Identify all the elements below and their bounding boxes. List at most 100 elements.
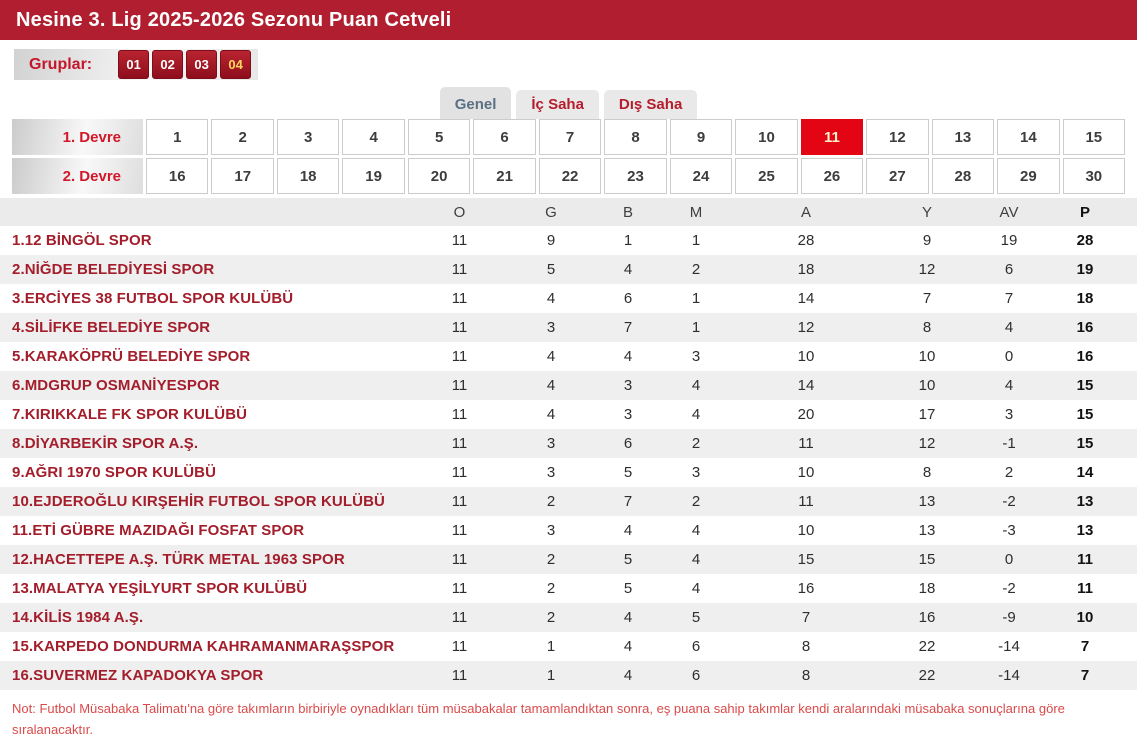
footnote: Not: Futbol Müsabaka Talimatı'na göre ta… [12,701,1065,737]
stat-g: 3 [546,319,556,336]
team-name: 9.AĞRI 1970 SPOR KULÜBÜ [12,464,217,481]
table-row: 13.MALATYA YEŞİLYURT SPOR KULÜBÜ 11 2 5 4 16 1… [0,574,1137,603]
week-18-cell[interactable]: 18 [276,158,340,194]
week-21-cell[interactable]: 21 [473,158,536,194]
stat-y: 12 [918,435,936,452]
stat-av: 7 [1004,290,1014,307]
stat-o: 11 [451,261,468,278]
week-20-cell[interactable]: 20 [407,158,471,194]
week-23-cell[interactable]: 23 [604,158,667,194]
week-13-cell[interactable]: 13 [931,119,995,155]
stat-o: 11 [451,667,468,684]
stat-m: 1 [691,319,701,336]
week-22-cell[interactable]: 22 [538,158,602,194]
week-27-cell[interactable]: 27 [866,158,929,194]
table-row: 7.KIRIKKALE FK SPOR KULÜBÜ 11 4 3 4 20 17 3 15 [0,400,1137,429]
stat-o: 11 [451,551,468,568]
stat-b: 4 [623,348,633,365]
stat-a: 11 [798,435,814,452]
stat-p: 7 [1080,667,1090,684]
week-26-cell[interactable]: 26 [800,158,864,194]
table-row: 14.KİLİS 1984 A.Ş. 11 2 4 5 7 16 -9 10 [0,603,1137,632]
week-7-cell[interactable]: 7 [538,119,602,155]
table-row: 6.MDGRUP OSMANİYESPOR 11 4 3 4 14 10 4 15 [0,371,1137,400]
team-name: 14.KİLİS 1984 A.Ş. [12,609,144,626]
stat-av: -1 [1002,435,1016,452]
stat-g: 3 [546,435,556,452]
stat-m: 6 [691,667,701,684]
tab-genel[interactable]: Genel [439,87,512,119]
table-row: 12.HACETTEPE A.Ş. TÜRK METAL 1963 SPOR 11… [0,545,1137,574]
stat-o: 11 [451,522,468,539]
stat-a: 14 [797,290,815,307]
week-6-cell[interactable]: 6 [473,119,536,155]
stat-o: 11 [451,406,468,423]
table-row: 10.EJDEROĞLU KIRŞEHİR FUTBOL SPOR KULÜBÜ… [0,487,1137,516]
stat-y: 8 [922,464,932,481]
stat-m: 2 [691,435,701,452]
week-19-cell[interactable]: 19 [342,158,405,194]
stat-y: 22 [918,638,936,655]
week-2-cell[interactable]: 2 [211,119,274,155]
stat-p: 15 [1076,406,1094,423]
week-9-cell[interactable]: 9 [669,119,733,155]
team-name: 8.DİYARBEKİR SPOR A.Ş. [12,435,199,452]
stat-g: 3 [546,464,556,481]
stat-av: 19 [1000,232,1018,249]
stat-a: 8 [801,638,811,655]
column-header-b: B [622,203,633,221]
week-1-cell[interactable]: 1 [146,119,209,155]
stat-g: 4 [546,348,556,365]
week-15-cell[interactable]: 15 [1062,119,1126,155]
column-header-av: AV [999,203,1019,221]
stat-a: 12 [797,319,815,336]
week-8-cell[interactable]: 8 [604,119,667,155]
table-row: 9.AĞRI 1970 SPOR KULÜBÜ 11 3 5 3 10 8 2 14 [0,458,1137,487]
week-24-cell[interactable]: 24 [669,158,733,194]
stat-m: 6 [691,638,701,655]
team-name: 4.SİLİFKE BELEDİYE SPOR [12,319,211,336]
week-4-cell[interactable]: 4 [342,119,405,155]
week-29-cell[interactable]: 29 [997,158,1060,194]
group-button-04[interactable]: 04 [220,50,252,79]
stat-b: 5 [623,551,633,568]
week-17-cell[interactable]: 17 [211,158,274,194]
stat-p: 13 [1076,493,1094,510]
stat-av: 4 [1004,319,1014,336]
group-button-01[interactable]: 01 [118,50,150,79]
column-header-o: O [453,203,466,221]
week-12-cell[interactable]: 12 [866,119,929,155]
stat-o: 11 [451,290,468,307]
tab-dis-saha[interactable]: Dış Saha [603,90,698,119]
week-11-cell[interactable]: 11 [800,119,864,155]
table-row: 1.12 BİNGÖL SPOR 11 9 1 1 28 9 19 28 [0,226,1137,255]
column-header-p: P [1079,203,1090,221]
stat-a: 20 [797,406,815,423]
week-3-cell[interactable]: 3 [276,119,340,155]
week-10-cell[interactable]: 10 [735,119,798,155]
stat-a: 28 [797,232,815,249]
week-28-cell[interactable]: 28 [931,158,995,194]
stat-a: 7 [801,609,811,626]
group-button-03[interactable]: 03 [186,50,218,79]
week-selector: 1. Devre 1 2 3 4 5 6 7 8 9 10 11 12 13 14 15 2. Devre 16 1… [12,119,1126,194]
group-button-02[interactable]: 02 [152,50,184,79]
week-row-1-devre: 1. Devre 1 2 3 4 5 6 7 8 9 10 11 12 13 14 15 [12,119,1126,155]
stat-b: 4 [623,638,633,655]
stat-m: 4 [691,377,701,394]
team-name: 13.MALATYA YEŞİLYURT SPOR KULÜBÜ [12,580,308,597]
week-30-cell[interactable]: 30 [1062,158,1126,194]
tab-ic-saha[interactable]: İç Saha [516,90,599,119]
stat-p: 13 [1076,522,1094,539]
week-14-cell[interactable]: 14 [997,119,1060,155]
stat-o: 11 [451,638,468,655]
week-25-cell[interactable]: 25 [735,158,798,194]
stat-a: 14 [797,377,815,394]
week-5-cell[interactable]: 5 [407,119,471,155]
stat-p: 16 [1076,348,1094,365]
stat-m: 4 [691,522,701,539]
week-16-cell[interactable]: 16 [146,158,209,194]
stat-av: 0 [1004,348,1014,365]
stat-o: 11 [451,464,468,481]
